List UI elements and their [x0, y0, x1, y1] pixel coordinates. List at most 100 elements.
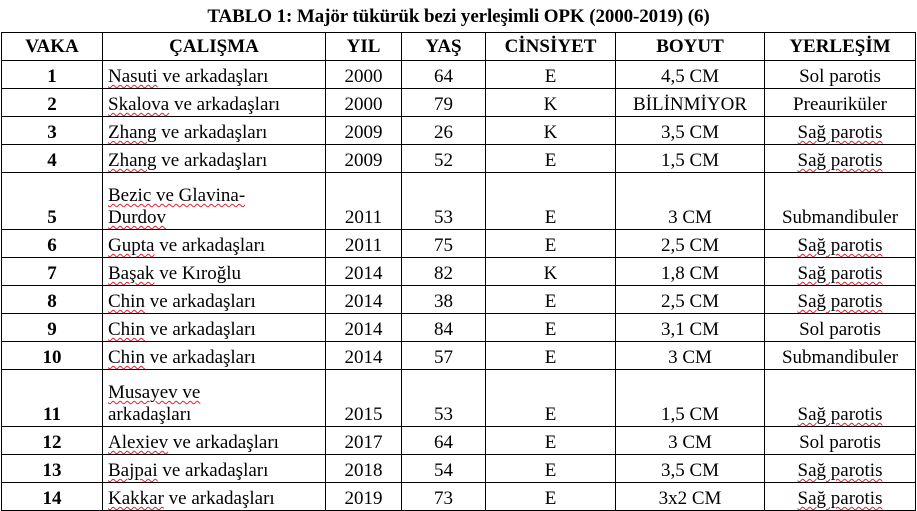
yerlesim-text: Sağ parotis — [797, 150, 883, 171]
calisma-rest: ve arkadaşları — [157, 66, 269, 87]
calisma-author: Chin — [108, 347, 145, 368]
cinsiyet-cell: K — [485, 257, 616, 286]
calisma-author: Chin — [108, 319, 145, 340]
cinsiyet-cell: E — [485, 313, 616, 342]
vaka-cell: 2 — [1, 88, 103, 117]
yerlesim-text: Sol parotis — [799, 432, 881, 453]
calisma-rest: ve arkadaşları — [169, 94, 280, 115]
yerlesim-cell: Submandibuler — [764, 341, 916, 370]
yas-cell: 79 — [401, 88, 486, 117]
calisma-rest: ve arkadaşları — [144, 291, 256, 312]
calisma-author: Kakkar — [108, 488, 164, 509]
calisma-author: Gupta — [108, 235, 155, 256]
calisma-author: Zhang — [108, 122, 157, 143]
calisma-author: Zhang — [108, 150, 157, 171]
vaka-cell: 13 — [1, 454, 103, 483]
yerlesim-cell: Sol parotis — [764, 313, 916, 342]
calisma-author: Nasuti — [108, 66, 158, 87]
boyut-cell: 4,5 CM — [615, 60, 765, 89]
table-row: 12 Alexiev ve arkadaşları 2017 64 E 3 CM Sol p… — [1, 426, 916, 455]
calisma-author: Skalova — [108, 94, 170, 115]
calisma-rest: arkadaşları — [108, 404, 192, 425]
vaka-cell: 9 — [1, 313, 103, 342]
table-row: 1 Nasuti ve arkadaşları 2000 64 E 4,5 CM Sol p… — [1, 60, 916, 89]
yas-cell: 53 — [401, 172, 486, 230]
yas-cell: 84 — [401, 313, 486, 342]
boyut-cell: 1,8 CM — [615, 257, 765, 286]
calisma-rest: ve Kıroğlu — [154, 263, 241, 284]
vaka-cell: 5 — [1, 172, 103, 230]
yerlesim-text: Sol parotis — [799, 319, 881, 340]
calisma-cell: Bajpai ve arkadaşları — [102, 454, 326, 483]
yerlesim-text: Sağ parotis — [797, 291, 883, 312]
boyut-cell: 3x2 CM — [615, 482, 765, 511]
yil-cell: 2011 — [325, 229, 402, 258]
yil-cell: 2000 — [325, 60, 402, 89]
yil-cell: 2014 — [325, 313, 402, 342]
header-yil: YIL — [325, 32, 402, 61]
yas-cell: 64 — [401, 426, 486, 455]
yerlesim-text: Sağ parotis — [797, 235, 883, 256]
yerlesim-cell: Sağ parotis — [764, 482, 916, 511]
header-row: VAKA ÇALIŞMA YIL YAŞ CİNSİYET BOYUT YERL… — [1, 32, 916, 61]
vaka-cell: 1 — [1, 60, 103, 89]
case-table: VAKA ÇALIŞMA YIL YAŞ CİNSİYET BOYUT YERL… — [1, 32, 916, 511]
yas-cell: 82 — [401, 257, 486, 286]
calisma-rest: ve arkadaşları — [144, 319, 256, 340]
yerlesim-cell: Sağ parotis — [764, 285, 916, 314]
table-row: 11 Musayev ve arkadaşları 2015 53 E 1,5 CM Sağ … — [1, 369, 916, 427]
calisma-cell: Musayev ve arkadaşları — [102, 369, 326, 427]
table-row: 10 Chin ve arkadaşları 2014 57 E 3 CM Submandi… — [1, 341, 916, 370]
calisma-rest: ve arkadaşları — [156, 150, 268, 171]
cinsiyet-cell: E — [485, 341, 616, 370]
boyut-cell: 3 CM — [615, 341, 765, 370]
cinsiyet-cell: E — [485, 426, 616, 455]
yerlesim-text: Sağ parotis — [797, 122, 883, 143]
cinsiyet-cell: K — [485, 88, 616, 117]
yil-cell: 2000 — [325, 88, 402, 117]
boyut-cell: 2,5 CM — [615, 229, 765, 258]
vaka-cell: 7 — [1, 257, 103, 286]
table-title: TABLO 1: Majör tükürük bezi yerleşimli O… — [207, 6, 710, 27]
boyut-cell: BİLİNMİYOR — [615, 88, 765, 117]
yil-cell: 2009 — [325, 144, 402, 173]
yas-cell: 53 — [401, 369, 486, 427]
yerlesim-cell: Submandibuler — [764, 172, 916, 230]
yas-cell: 26 — [401, 116, 486, 145]
table-row: 9 Chin ve arkadaşları 2014 84 E 3,1 CM Sol par… — [1, 313, 916, 342]
yas-cell: 54 — [401, 454, 486, 483]
calisma-rest: ve arkadaşları — [154, 235, 266, 256]
boyut-cell: 3,1 CM — [615, 313, 765, 342]
table-row: 13 Bajpai ve arkadaşları 2018 54 E 3,5 CM Sağ … — [1, 454, 916, 483]
header-boyut: BOYUT — [615, 32, 765, 61]
yil-cell: 2015 — [325, 369, 402, 427]
boyut-cell: 3,5 CM — [615, 116, 765, 145]
yerlesim-text: Sağ parotis — [797, 488, 883, 509]
cinsiyet-cell: K — [485, 116, 616, 145]
yerlesim-text: Submandibuler — [781, 347, 899, 368]
calisma-author: Chin — [108, 291, 145, 312]
calisma-cell: Bezic ve Glavina- Durdov — [102, 172, 326, 230]
calisma-cell: Kakkar ve arkadaşları — [102, 482, 326, 511]
yerlesim-cell: Preauriküler — [764, 88, 916, 117]
yerlesim-text: Submandibuler — [781, 207, 899, 228]
calisma-rest: ve arkadaşları — [144, 347, 256, 368]
yil-cell: 2011 — [325, 172, 402, 230]
boyut-cell: 1,5 CM — [615, 144, 765, 173]
vaka-cell: 8 — [1, 285, 103, 314]
calisma-cell: Skalova ve arkadaşları — [102, 88, 326, 117]
table-body: 1 Nasuti ve arkadaşları 2000 64 E 4,5 CM Sol p… — [1, 60, 916, 511]
yerlesim-text: Preauriküler — [793, 94, 887, 115]
yas-cell: 75 — [401, 229, 486, 258]
boyut-cell: 3,5 CM — [615, 454, 765, 483]
calisma-author: Alexiev — [108, 432, 169, 453]
calisma-author: Bajpai — [108, 460, 158, 481]
calisma-rest: ve arkadaşları — [163, 488, 275, 509]
table-row: 8 Chin ve arkadaşları 2014 38 E 2,5 CM Sağ par… — [1, 285, 916, 314]
vaka-cell: 12 — [1, 426, 103, 455]
table-row: 2 Skalova ve arkadaşları 2000 79 K BİLİNMİYOR… — [1, 88, 916, 117]
table-row: 5 Bezic ve Glavina- Durdov 2011 53 E 3 CM Subma… — [1, 172, 916, 230]
calisma-cell: Başak ve Kıroğlu — [102, 257, 326, 286]
calisma-cell: Zhang ve arkadaşları — [102, 144, 326, 173]
